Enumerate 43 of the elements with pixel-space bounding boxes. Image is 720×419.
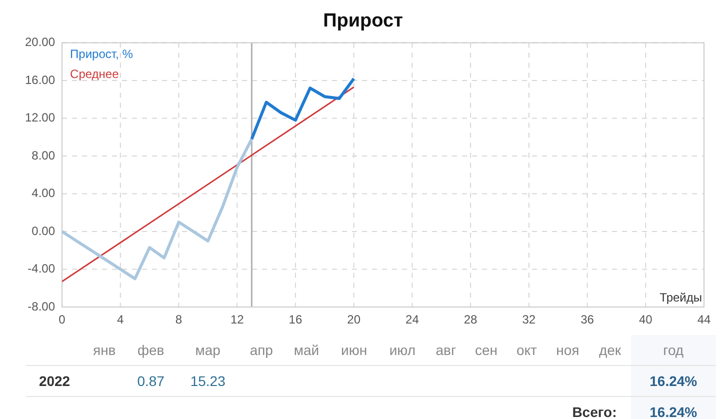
x-tick-label: 36 [580,312,594,326]
text: год [630,335,716,366]
chart-title: Прирост [323,10,403,32]
y-tick-label: 16.00 [25,72,56,87]
x-tick-label: 4 [117,312,124,326]
text: 0.87 [126,366,176,396]
x-tick-label: 8 [175,312,182,326]
text: июл [378,335,427,366]
x-tick-label: 40 [638,312,653,326]
text: Прирост, % [70,47,134,62]
x-tick-label: 16 [288,312,302,326]
text: сен [465,335,508,366]
text: фев [126,335,176,366]
text: янв [83,335,126,366]
text: 16.24% [630,396,716,419]
text: окт [507,335,546,366]
text: 15.23 [176,366,240,396]
y-tick-label: -8.00 [28,299,56,314]
y-tick-label: 12.00 [25,110,56,125]
text: Всего: [571,403,618,419]
text: мар [176,335,240,366]
y-tick-label: 4.00 [32,186,56,200]
text: дек [589,335,631,366]
x-tick-label: 44 [697,312,711,326]
x-tick-label: 28 [464,312,478,326]
x-axis-title: Трейды [660,290,702,304]
text: апр [240,335,284,366]
text: 2022 [26,366,84,396]
text: июн [330,335,378,366]
x-tick-label: 32 [522,312,536,326]
text: ноя [546,335,590,366]
y-tick-label: -4.00 [28,262,56,276]
x-tick-label: 0 [58,312,66,326]
y-tick-label: 0.00 [32,224,56,238]
text: 16.24% [630,366,716,396]
x-tick-label: 24 [406,312,420,326]
text: авг [426,335,466,366]
y-tick-label: 8.00 [32,148,56,162]
y-tick-label: 20.00 [25,35,56,50]
text: май [283,335,330,366]
x-tick-label: 20 [347,312,361,326]
text: Среднее [70,67,120,82]
x-tick-label: 12 [230,312,244,326]
